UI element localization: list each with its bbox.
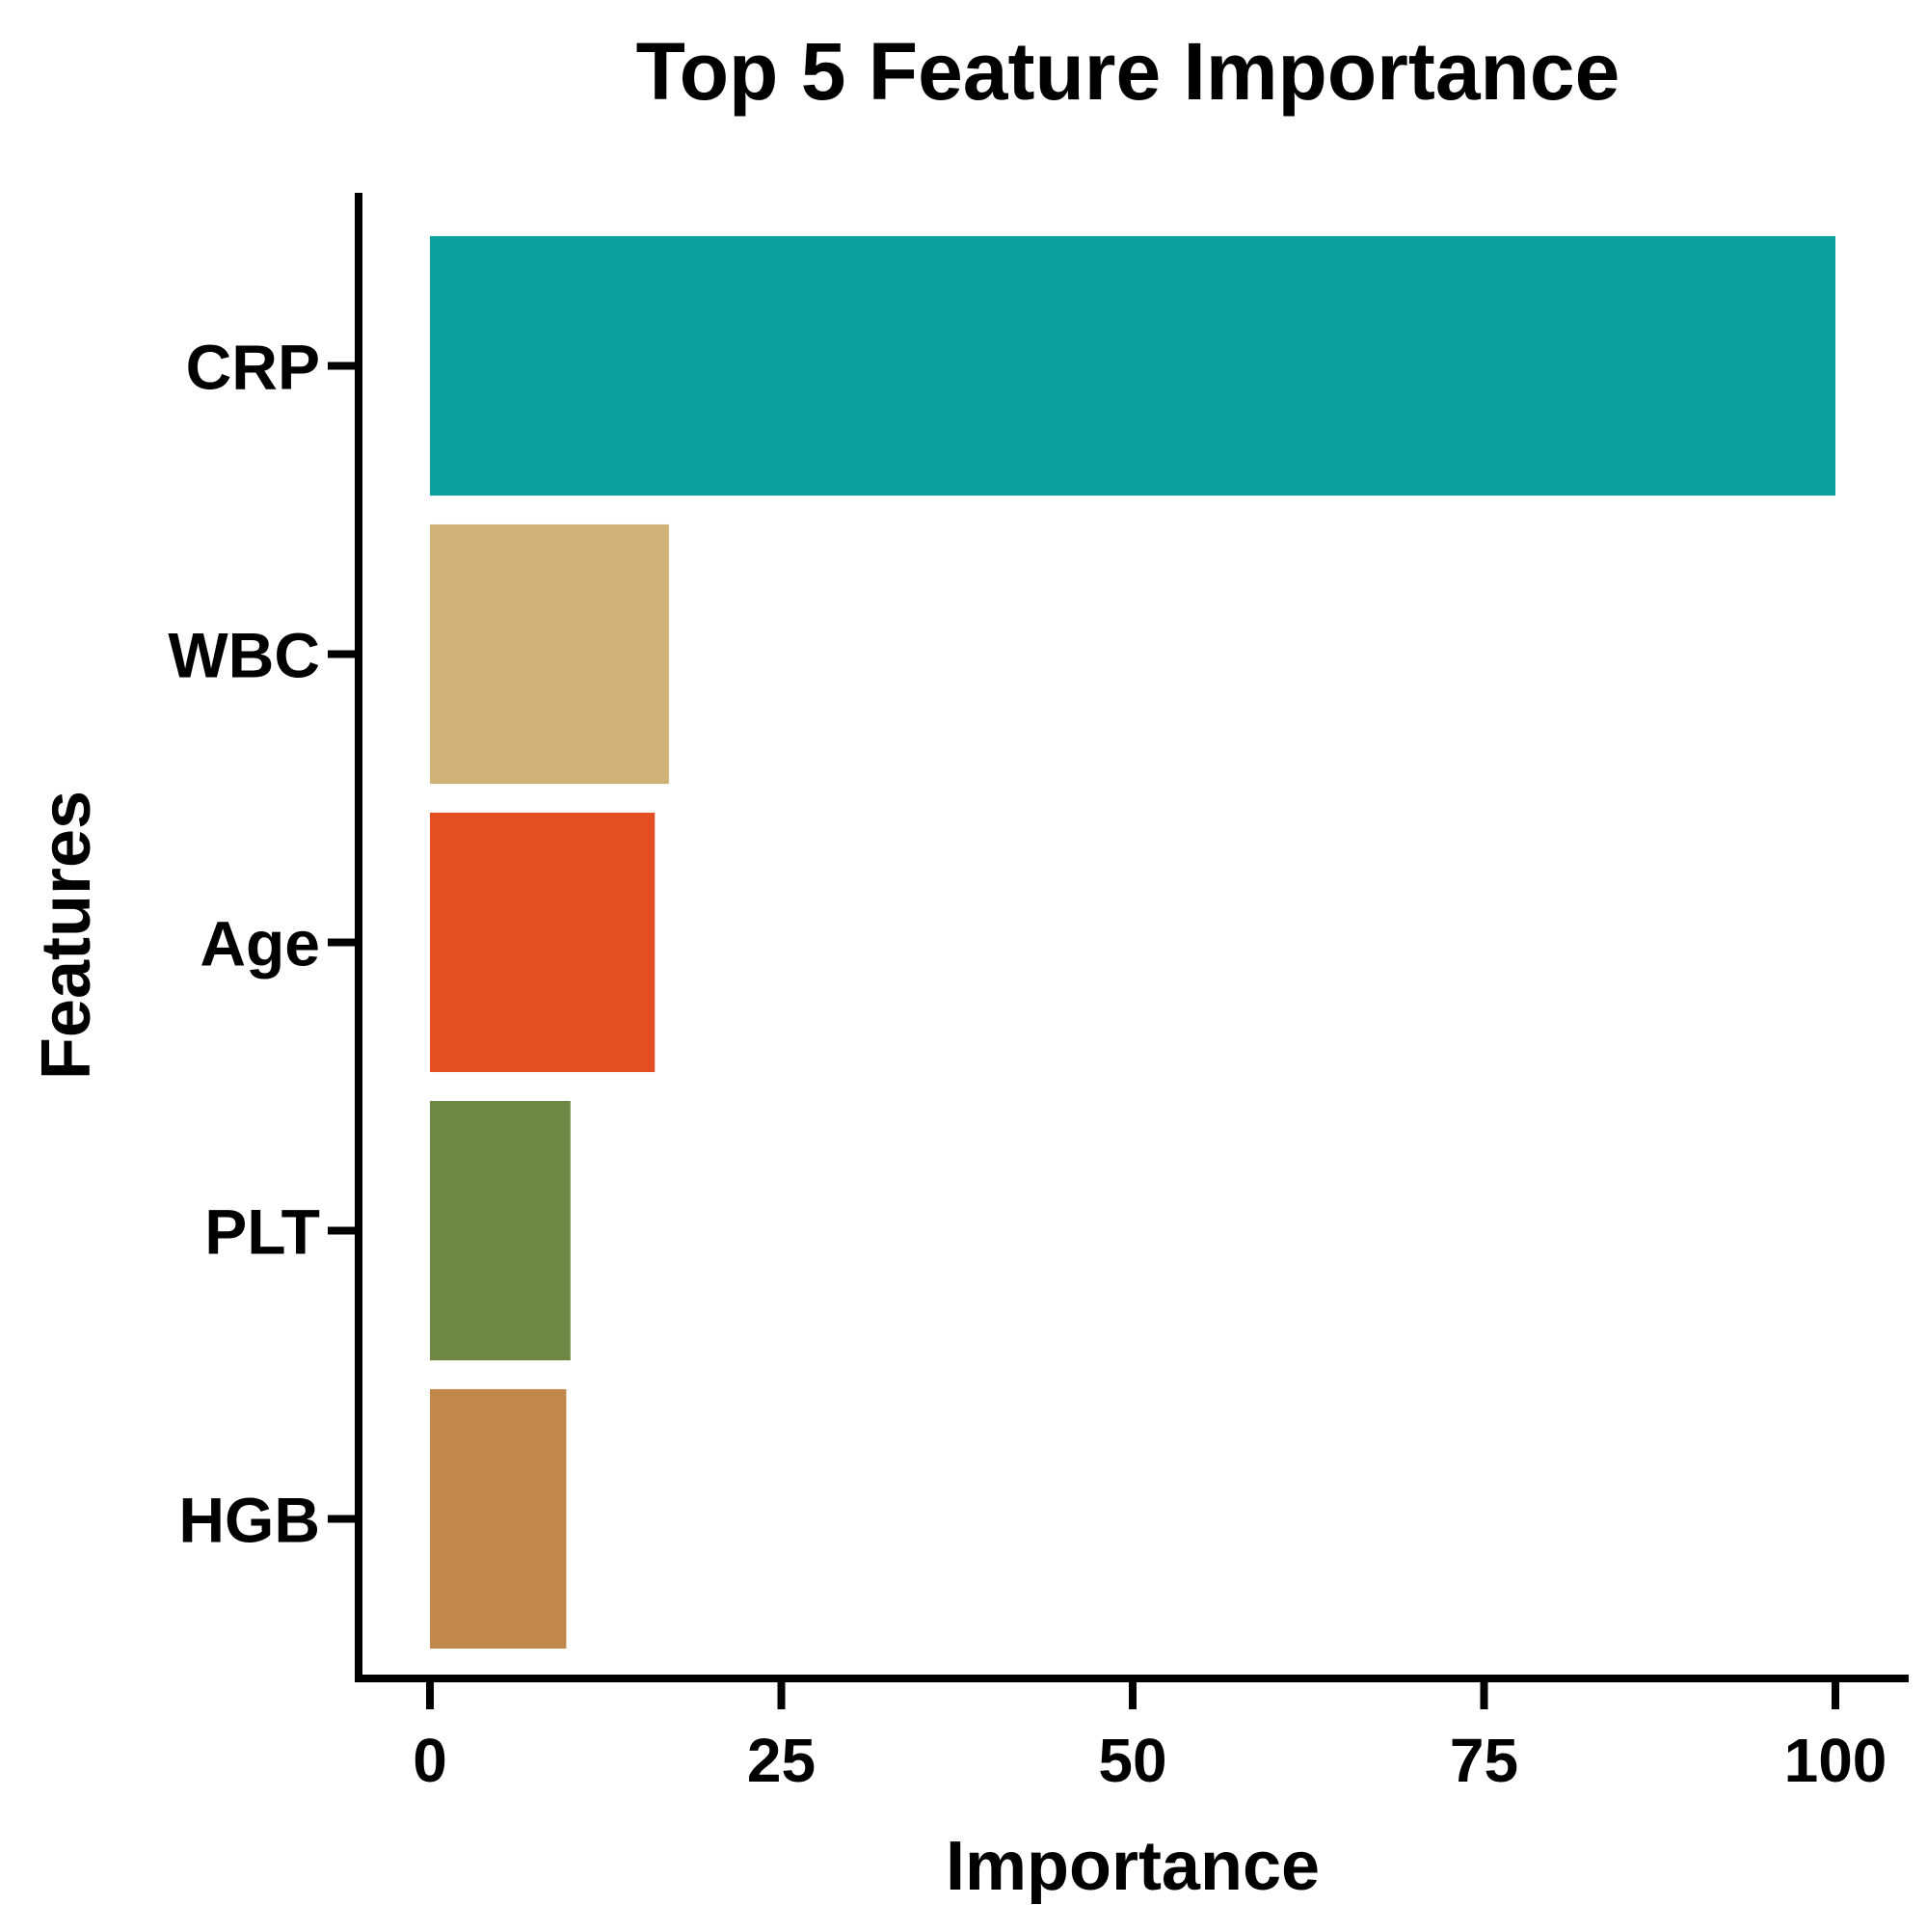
y-tick-label: WBC (168, 620, 320, 691)
bar-wbc (430, 523, 669, 785)
y-ticks: CRP WBC Age PLT HGB (168, 332, 359, 1556)
y-tick-label: CRP (186, 332, 320, 403)
x-tick-label: 100 (1784, 1726, 1887, 1795)
bar-plt (430, 1100, 571, 1361)
bar-age (430, 812, 656, 1073)
bar-hgb (430, 1388, 567, 1650)
x-axis-label: Importance (946, 1828, 1320, 1905)
y-axis-label: Features (28, 791, 105, 1080)
x-ticks: 0 25 50 75 100 (413, 1678, 1887, 1795)
x-tick-label: 75 (1450, 1726, 1518, 1795)
y-tick-label: Age (200, 908, 320, 979)
y-tick-label: PLT (204, 1196, 320, 1268)
x-tick-label: 50 (1098, 1726, 1166, 1795)
bars-layer (430, 235, 1835, 1650)
x-tick-label: 25 (747, 1726, 816, 1795)
bar-crp (430, 235, 1835, 496)
chart-title: Top 5 Feature Importance (636, 26, 1620, 117)
y-tick-label: HGB (178, 1485, 320, 1556)
x-tick-label: 0 (413, 1726, 447, 1795)
